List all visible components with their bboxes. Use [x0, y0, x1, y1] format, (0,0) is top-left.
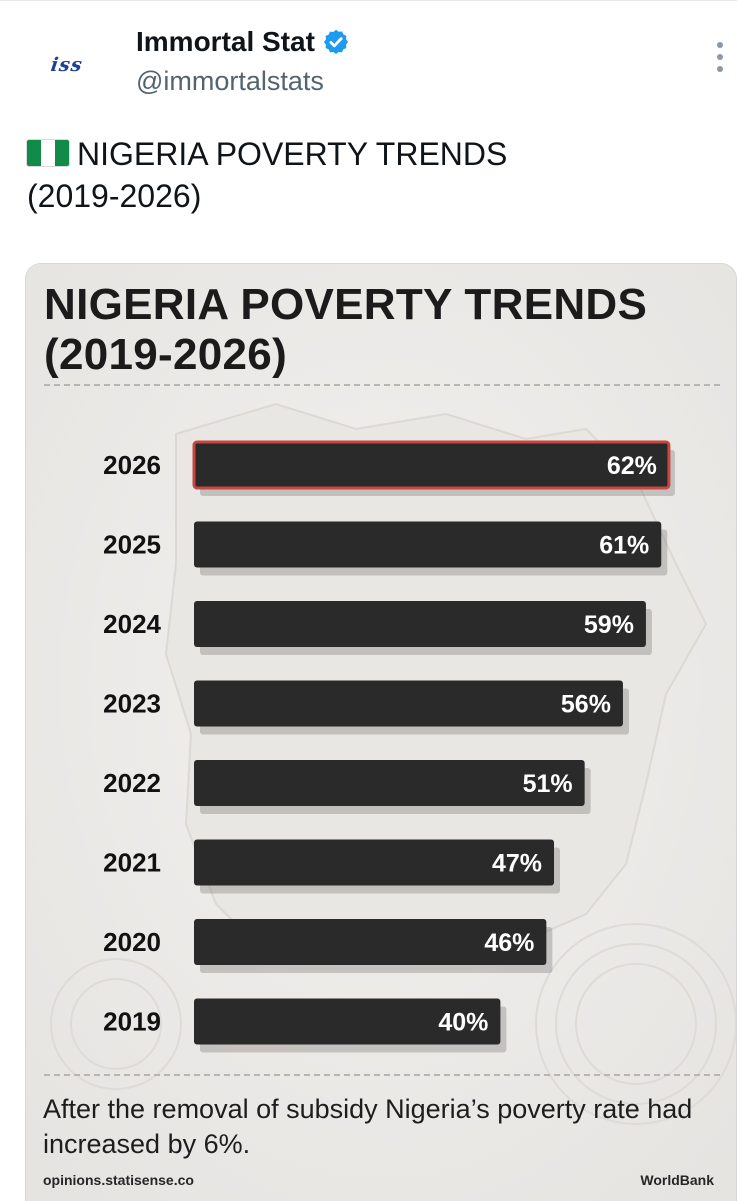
bar-group-2024: 2024 59%	[103, 601, 652, 655]
avatar-logo-text: iss	[49, 54, 85, 76]
year-label-2020: 2020	[103, 927, 161, 957]
value-label-2025: 61%	[599, 532, 649, 560]
year-label-2026: 2026	[103, 450, 161, 480]
tweet-text: NIGERIA POVERTY TRENDS (2019-2026)	[27, 133, 717, 217]
value-label-2026: 62%	[607, 452, 657, 480]
bar-2026	[192, 440, 671, 490]
value-label-2019: 40%	[438, 1009, 488, 1037]
year-label-2021: 2021	[103, 848, 161, 878]
bar-group-2022: 2022 51%	[103, 760, 591, 814]
card-title-line2: (2019-2026)	[44, 330, 288, 379]
value-label-2020: 46%	[484, 929, 534, 957]
infographic-card[interactable]: NIGERIA POVERTY TRENDS (2019-2026) 2026 6…	[25, 263, 737, 1201]
tweet-text-line2: (2019-2026)	[27, 178, 202, 214]
value-label-2022: 51%	[523, 770, 573, 798]
card-title: NIGERIA POVERTY TRENDS (2019-2026)	[44, 280, 734, 380]
bar-2025	[194, 521, 662, 568]
bar-group-2023: 2023 56%	[103, 680, 629, 735]
bar-2021	[194, 839, 555, 886]
poverty-bar-chart: 2026 62% 2025 61% 2024 59% 2023 56% 2022 51% 2021 4…	[103, 440, 675, 1053]
year-label-2023: 2023	[103, 689, 161, 719]
value-label-2024: 59%	[584, 611, 634, 639]
nigeria-flag-icon	[27, 140, 69, 166]
card-title-line1: NIGERIA POVERTY TRENDS	[44, 280, 648, 329]
bar-group-2026: 2026 62%	[103, 440, 675, 496]
value-label-2021: 47%	[492, 850, 542, 878]
author-name-row[interactable]: Immortal Stat	[136, 26, 350, 58]
title-divider	[44, 384, 720, 386]
display-name[interactable]: Immortal Stat	[136, 26, 315, 57]
year-label-2024: 2024	[103, 609, 161, 639]
year-label-2025: 2025	[103, 530, 161, 560]
bar-group-2025: 2025 61%	[103, 521, 668, 576]
bar-2023	[194, 680, 623, 727]
chart-note: After the removal of subsidy Nigeria’s p…	[43, 1094, 693, 1159]
value-label-2023: 56%	[561, 691, 611, 719]
top-divider	[0, 0, 737, 1]
note-divider	[44, 1074, 720, 1076]
more-options-icon[interactable]	[715, 40, 725, 74]
bar-group-2020: 2020 46%	[103, 919, 553, 973]
bar-2020	[194, 919, 547, 965]
bar-group-2021: 2021 47%	[103, 839, 561, 894]
verified-badge-icon	[323, 29, 348, 55]
bar-2022	[194, 760, 585, 806]
avatar[interactable]: iss	[26, 24, 108, 106]
source-website: opinions.statisense.co	[43, 1172, 194, 1188]
bar-2019	[194, 998, 501, 1045]
bar-2024	[194, 601, 646, 647]
year-label-2022: 2022	[103, 768, 161, 798]
user-handle[interactable]: @immortalstats	[136, 66, 324, 96]
tweet-text-line1: NIGERIA POVERTY TRENDS	[77, 136, 508, 172]
year-label-2019: 2019	[103, 1007, 161, 1037]
bar-group-2019: 2019 40%	[103, 998, 507, 1053]
source-credit: WorldBank	[640, 1172, 714, 1188]
